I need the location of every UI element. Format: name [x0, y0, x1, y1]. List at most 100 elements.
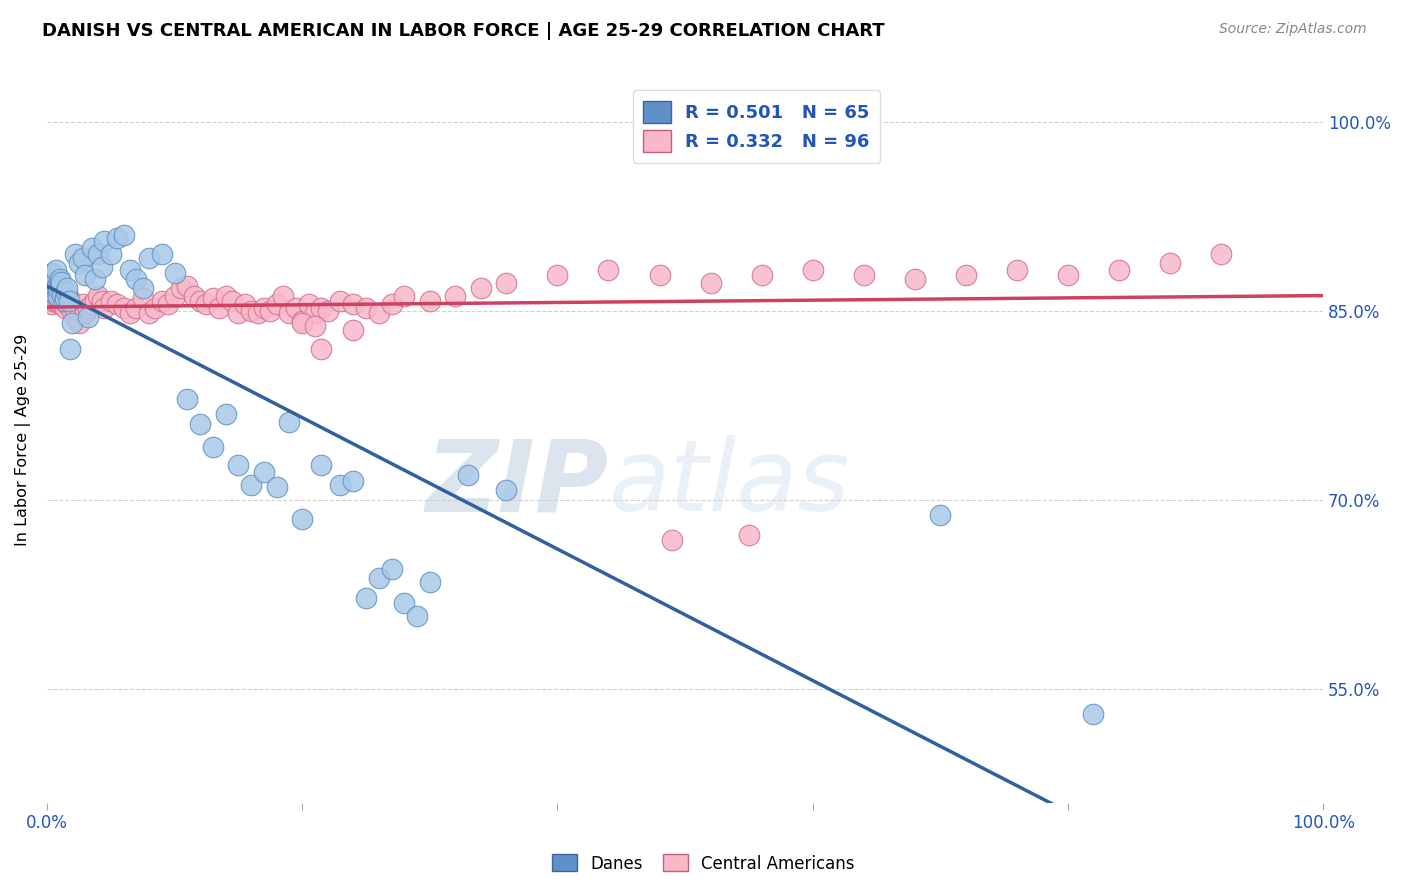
Central Americans	[1108, 263, 1130, 277]
Central Americans	[253, 301, 276, 316]
Central Americans	[41, 297, 63, 311]
Central Americans	[342, 323, 364, 337]
Central Americans	[52, 293, 75, 308]
Central Americans	[118, 306, 141, 320]
Central Americans	[75, 306, 97, 320]
Central Americans	[48, 288, 70, 302]
Danes	[45, 263, 67, 277]
Danes	[42, 285, 65, 299]
Central Americans	[48, 288, 70, 302]
Central Americans	[311, 301, 333, 316]
Central Americans	[80, 297, 103, 311]
Danes	[46, 278, 69, 293]
Danes	[354, 591, 377, 606]
Central Americans	[39, 288, 62, 302]
Danes	[62, 317, 84, 331]
Central Americans	[163, 288, 186, 302]
Central Americans	[195, 297, 218, 311]
Central Americans	[42, 293, 65, 308]
Danes	[75, 268, 97, 283]
Central Americans	[87, 288, 110, 302]
Central Americans	[45, 288, 67, 302]
Central Americans	[419, 293, 441, 308]
Central Americans	[291, 317, 314, 331]
Central Americans	[112, 301, 135, 316]
Danes	[76, 310, 98, 324]
Central Americans	[297, 297, 319, 311]
Danes	[291, 512, 314, 526]
Danes	[48, 278, 70, 293]
Central Americans	[76, 301, 98, 316]
Y-axis label: In Labor Force | Age 25-29: In Labor Force | Age 25-29	[15, 334, 31, 546]
Central Americans	[228, 306, 250, 320]
Central Americans	[1005, 263, 1028, 277]
Central Americans	[188, 293, 211, 308]
Danes	[176, 392, 198, 406]
Central Americans	[801, 263, 824, 277]
Danes	[367, 571, 389, 585]
Danes	[52, 293, 75, 308]
Central Americans	[329, 293, 352, 308]
Danes	[55, 285, 77, 299]
Central Americans	[233, 297, 256, 311]
Danes	[90, 260, 112, 274]
Central Americans	[470, 281, 492, 295]
Central Americans	[55, 293, 77, 308]
Danes	[278, 415, 301, 429]
Central Americans	[316, 303, 339, 318]
Central Americans	[444, 288, 467, 302]
Central Americans	[266, 297, 288, 311]
Danes	[240, 477, 263, 491]
Legend: Danes, Central Americans: Danes, Central Americans	[546, 847, 860, 880]
Danes	[125, 272, 148, 286]
Danes	[72, 251, 94, 265]
Danes	[84, 272, 107, 286]
Danes	[342, 474, 364, 488]
Central Americans	[176, 278, 198, 293]
Central Americans	[46, 291, 69, 305]
Central Americans	[72, 297, 94, 311]
Danes	[59, 342, 82, 356]
Danes	[380, 562, 402, 576]
Central Americans	[271, 288, 294, 302]
Danes	[188, 417, 211, 432]
Danes	[45, 281, 67, 295]
Danes	[41, 266, 63, 280]
Central Americans	[63, 310, 86, 324]
Danes	[80, 241, 103, 255]
Danes	[495, 483, 517, 497]
Danes	[58, 293, 80, 308]
Central Americans	[495, 276, 517, 290]
Central Americans	[67, 317, 90, 331]
Central Americans	[157, 297, 180, 311]
Danes	[105, 230, 128, 244]
Central Americans	[150, 293, 173, 308]
Central Americans	[304, 306, 326, 320]
Central Americans	[1209, 247, 1232, 261]
Danes	[406, 609, 429, 624]
Central Americans	[661, 533, 683, 548]
Central Americans	[42, 285, 65, 299]
Central Americans	[45, 293, 67, 308]
Central Americans	[246, 306, 269, 320]
Danes	[329, 477, 352, 491]
Central Americans	[852, 268, 875, 283]
Central Americans	[1057, 268, 1080, 283]
Central Americans	[648, 268, 671, 283]
Text: DANISH VS CENTRAL AMERICAN IN LABOR FORCE | AGE 25-29 CORRELATION CHART: DANISH VS CENTRAL AMERICAN IN LABOR FORC…	[42, 22, 884, 40]
Danes	[131, 281, 153, 295]
Central Americans	[100, 293, 122, 308]
Central Americans	[240, 303, 263, 318]
Text: atlas: atlas	[609, 435, 851, 532]
Danes	[42, 268, 65, 283]
Central Americans	[51, 297, 73, 311]
Danes	[56, 281, 79, 295]
Central Americans	[738, 528, 761, 542]
Central Americans	[105, 297, 128, 311]
Danes	[63, 247, 86, 261]
Central Americans	[84, 293, 107, 308]
Central Americans	[201, 291, 224, 305]
Central Americans	[138, 306, 160, 320]
Central Americans	[56, 297, 79, 311]
Central Americans	[751, 268, 773, 283]
